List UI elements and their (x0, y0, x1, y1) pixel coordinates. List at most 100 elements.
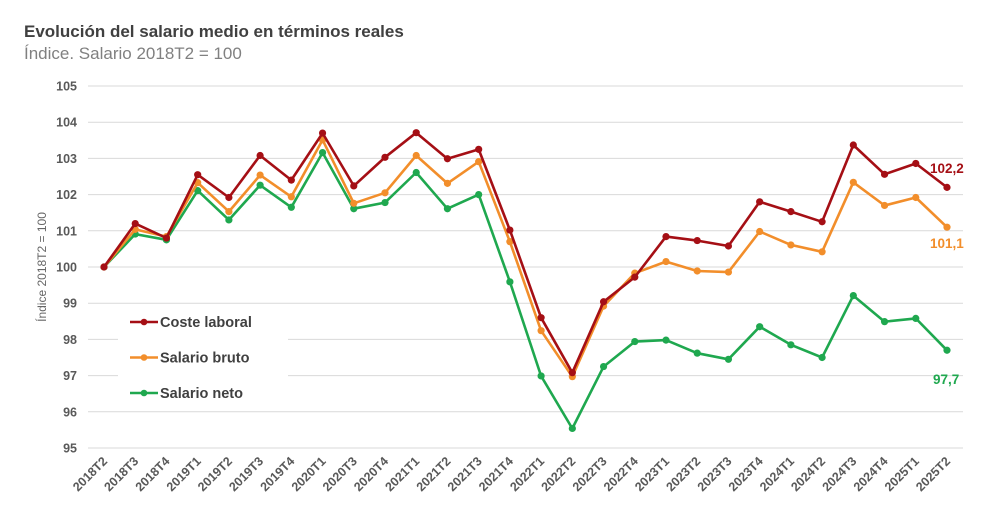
data-point (943, 346, 951, 354)
data-point (849, 141, 857, 149)
data-point (225, 216, 233, 224)
series-coste-laboral (100, 129, 951, 377)
y-tick-label: 103 (56, 152, 77, 166)
legend-marker-icon (140, 389, 148, 397)
legend-item-salario-neto: Salario neto (130, 386, 243, 402)
data-point (475, 158, 483, 166)
data-point (693, 236, 701, 245)
data-point (599, 362, 608, 371)
end-value-label: 102,2 (930, 161, 964, 176)
data-point (693, 349, 701, 357)
data-point (568, 424, 576, 433)
end-value-labels: 102,2 101,1 97,7 (930, 161, 964, 387)
data-point (412, 168, 420, 177)
y-tick-label: 105 (56, 80, 77, 94)
y-tick-label: 98 (63, 333, 77, 347)
legend-item-coste-laboral: Coste laboral (130, 315, 252, 331)
data-point (818, 353, 826, 362)
y-axis-label: Índice 2018T2 = 100 (34, 212, 49, 322)
data-point (662, 336, 670, 344)
end-value-label: 97,7 (933, 372, 959, 387)
data-point (880, 170, 889, 178)
legend-item-salario-bruto: Salario bruto (130, 351, 250, 367)
y-tick-label: 99 (63, 297, 77, 311)
legend-marker-icon (140, 318, 148, 326)
data-point (818, 248, 826, 256)
data-point (350, 182, 358, 190)
data-point (568, 369, 576, 377)
data-point (724, 268, 733, 276)
legend: Coste laboral Salario bruto Salario neto (130, 315, 252, 402)
data-point (537, 314, 545, 322)
data-point (443, 205, 452, 213)
x-tick-label: 2025T2 (913, 454, 953, 494)
chart-title: Evolución del salario medio en términos … (24, 22, 404, 41)
end-value-label: 101,1 (930, 236, 964, 251)
y-tick-label: 97 (63, 369, 77, 383)
data-point (912, 314, 920, 323)
data-point (412, 129, 420, 137)
data-point (756, 227, 764, 236)
data-point (100, 263, 108, 271)
data-point (880, 318, 889, 326)
data-point (912, 193, 920, 202)
legend-marker-icon (140, 354, 148, 361)
data-point (318, 149, 327, 157)
data-point (849, 291, 857, 300)
data-point (194, 187, 202, 195)
data-point (225, 208, 233, 216)
data-point (787, 241, 795, 249)
data-point (943, 183, 951, 191)
data-point (880, 201, 889, 210)
data-point (162, 234, 171, 242)
data-point (287, 203, 295, 211)
data-point (475, 145, 483, 153)
data-point (631, 337, 639, 346)
data-point (912, 159, 920, 168)
y-tick-label: 104 (56, 116, 77, 130)
data-point (318, 129, 327, 137)
data-point (756, 198, 764, 206)
legend-label: Coste laboral (160, 315, 252, 331)
data-point (506, 226, 514, 234)
data-point (225, 193, 233, 202)
y-tick-label: 95 (63, 442, 77, 456)
data-point (350, 199, 358, 207)
data-point (381, 198, 389, 207)
y-tick-label: 101 (56, 224, 77, 238)
data-point (412, 151, 420, 160)
data-point (287, 176, 295, 184)
legend-label: Salario bruto (160, 351, 250, 367)
data-point (506, 278, 514, 286)
data-point (693, 267, 701, 275)
data-point (256, 171, 264, 179)
y-tick-label: 96 (63, 405, 77, 419)
data-point (443, 179, 452, 187)
data-point (443, 155, 452, 163)
y-tick-label: 102 (56, 188, 77, 202)
data-point (631, 273, 639, 281)
chart-subtitle: Índice. Salario 2018T2 = 100 (24, 44, 242, 63)
data-point (849, 178, 857, 186)
data-point (537, 327, 545, 335)
data-point (350, 205, 358, 213)
data-point (194, 171, 202, 179)
y-tick-label: 100 (56, 261, 77, 275)
data-point (599, 298, 608, 306)
data-point (787, 208, 795, 216)
legend-label: Salario neto (160, 386, 243, 402)
data-point (787, 341, 795, 349)
data-point (287, 193, 295, 201)
series-lines (100, 129, 951, 433)
data-point (475, 191, 483, 199)
data-point (381, 189, 389, 197)
y-axis-ticks: 95 96 97 98 99 100 101 102 103 104 105 (56, 80, 77, 456)
data-point (818, 218, 826, 226)
data-point (724, 242, 733, 250)
data-point (256, 181, 264, 189)
y-axis-title: Índice 2018T2 = 100 (34, 212, 49, 322)
data-point (131, 219, 139, 228)
data-point (724, 355, 733, 363)
data-point (256, 151, 264, 160)
